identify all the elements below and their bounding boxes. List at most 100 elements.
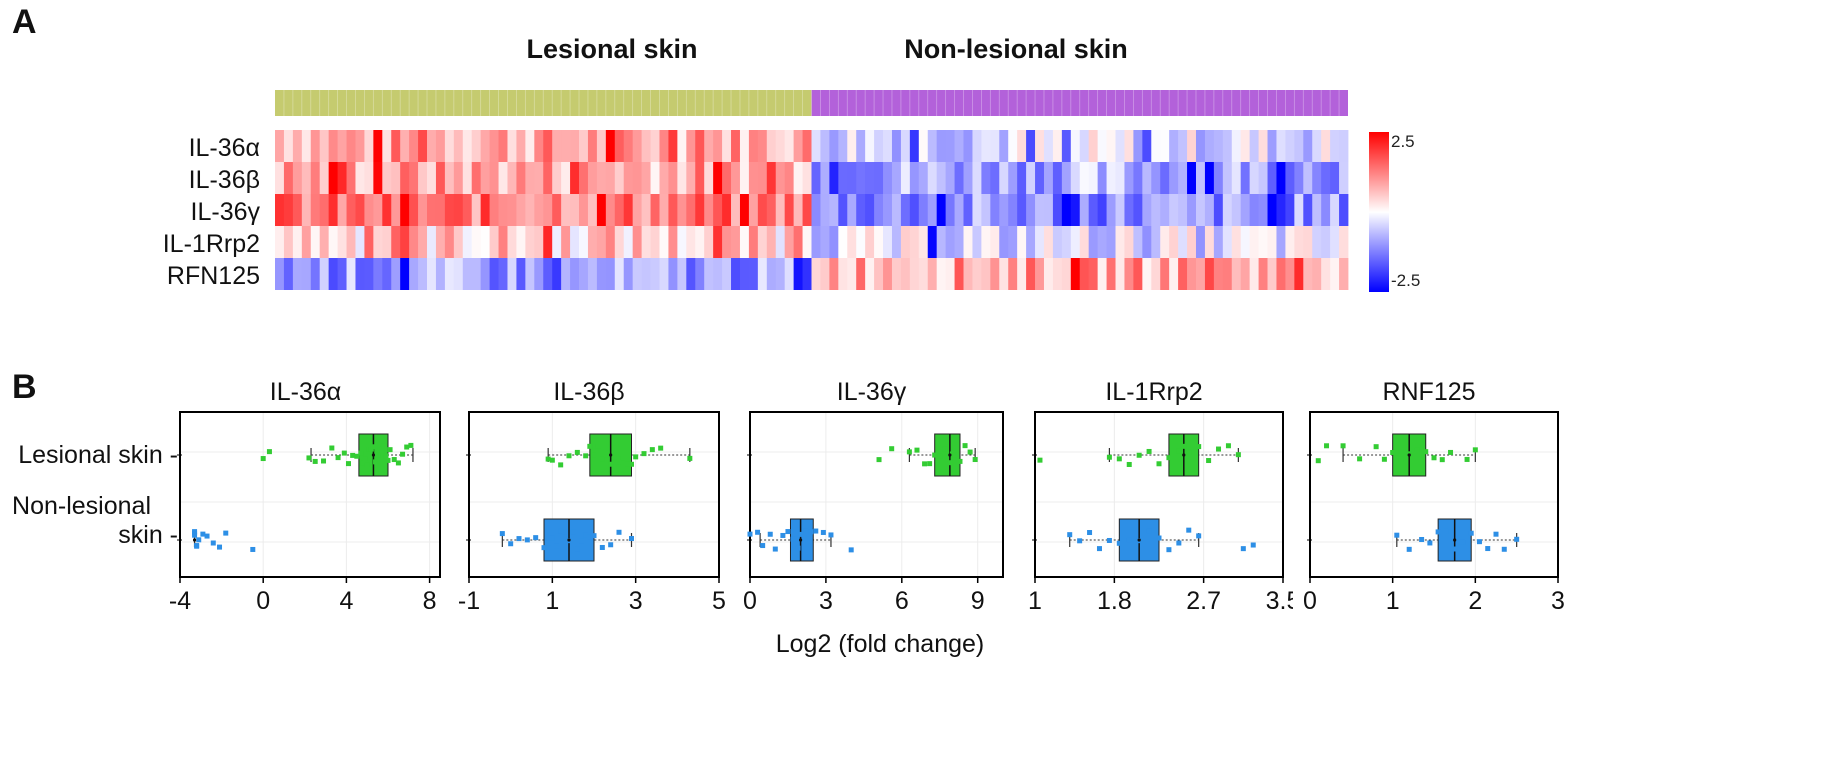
heatmap-cell (963, 258, 973, 290)
heatmap-cell (1204, 162, 1215, 194)
heatmap-cell (1303, 258, 1313, 290)
data-point (599, 544, 605, 550)
data-point (1116, 540, 1122, 546)
heatmap-cell (1115, 130, 1125, 162)
heatmap-cell (480, 258, 490, 290)
heatmap-cell (400, 130, 410, 162)
heatmap-cell (1169, 194, 1179, 226)
heatmap-cell (579, 162, 589, 194)
heatmap-cell (1052, 162, 1063, 194)
heatmap-cell (489, 130, 499, 162)
data-point (549, 457, 555, 463)
heatmap-cell (1285, 130, 1295, 162)
mean-marker (1407, 453, 1411, 457)
data-point (1419, 536, 1425, 542)
heatmap-cell (704, 258, 714, 290)
heatmap-cell (1160, 130, 1170, 162)
heatmap-cell (900, 194, 911, 226)
x-tick-label: 3.5 (1266, 587, 1293, 615)
heatmap-cell (936, 162, 947, 194)
data-point (1501, 546, 1507, 552)
data-point (1414, 447, 1420, 453)
data-point (1166, 547, 1172, 553)
data-point (1096, 546, 1102, 552)
heatmap-cell (587, 226, 598, 258)
heatmap-cell (1106, 194, 1116, 226)
heatmap-cell (1213, 162, 1224, 194)
heatmap-cell (820, 226, 830, 258)
heatmap-cell (1061, 226, 1072, 258)
data-point (608, 542, 614, 548)
heatmap-cell (623, 130, 634, 162)
heatmap-cell (811, 258, 821, 290)
heatmap-cell (1151, 258, 1161, 290)
x-tick-label: 0 (1303, 587, 1317, 615)
heatmap-cell (587, 194, 598, 226)
data-point (574, 546, 580, 552)
heatmap-cell (516, 194, 526, 226)
data-point (192, 529, 198, 535)
heatmap-cell (382, 226, 392, 258)
heatmap-cell (686, 130, 696, 162)
heatmap-cell (596, 226, 607, 258)
heatmap-cell (614, 226, 625, 258)
heatmap-cell (1178, 258, 1188, 290)
plot-frame (1034, 411, 1284, 578)
heatmap-cell (1240, 162, 1251, 194)
heatmap-cell (1079, 194, 1090, 226)
heatmap-cell (1017, 226, 1027, 258)
heatmap-cell (909, 162, 920, 194)
heatmap-cell (623, 258, 634, 290)
heatmap-cell (614, 162, 625, 194)
heatmap-cell (561, 162, 571, 194)
heatmap-cell (856, 162, 866, 194)
heatmap-cell (1312, 162, 1322, 194)
heatmap-cell (480, 226, 490, 258)
heatmap-cell (543, 130, 553, 162)
heatmap-cell (972, 226, 982, 258)
heatmap-cell (400, 194, 410, 226)
box-plot-il36a: -4 0 4 8 (169, 411, 441, 615)
heatmap-cell (1222, 162, 1233, 194)
heatmap-cell (409, 162, 419, 194)
heatmap-cell (1178, 226, 1188, 258)
heatmap-cell (391, 226, 401, 258)
heatmap-cell (739, 258, 750, 290)
heatmap-cell (1222, 226, 1233, 258)
heatmap-cell (695, 194, 705, 226)
heatmap-cell (525, 130, 535, 162)
heatmap-cell (1312, 258, 1322, 290)
heatmap-cell (1017, 194, 1027, 226)
heatmap-cell (489, 194, 499, 226)
heatmap-cell (954, 162, 964, 194)
heatmap-cell (400, 226, 410, 258)
heatmap-cell (346, 226, 356, 258)
heatmap-cell (275, 194, 285, 226)
heatmap-cell (409, 226, 419, 258)
heatmap-row-label: IL-36α (188, 134, 260, 162)
heatmap-cell (444, 194, 455, 226)
heatmap-cell (292, 226, 303, 258)
heatmap-cell (856, 258, 866, 290)
heatmap-cell (757, 194, 768, 226)
data-point (649, 447, 655, 453)
heatmap-cell (1195, 162, 1206, 194)
heatmap-cell (1035, 258, 1045, 290)
data-point (370, 444, 376, 450)
heatmap-cell (972, 258, 982, 290)
heatmap-cell (373, 258, 383, 290)
heatmap-cell (498, 226, 508, 258)
heatmap-cell (328, 258, 338, 290)
data-point (813, 528, 819, 534)
heatmap-cell (1321, 226, 1331, 258)
data-point (967, 449, 973, 455)
data-point (1373, 444, 1379, 450)
heatmap-cell (587, 258, 598, 290)
heatmap-cell (373, 194, 383, 226)
color-scale-min-label: -2.5 (1391, 271, 1421, 290)
heatmap-cell (516, 162, 526, 194)
data-point (1448, 449, 1454, 455)
heatmap-cell (1017, 130, 1027, 162)
data-point (391, 457, 397, 463)
heatmap-cell (596, 194, 607, 226)
